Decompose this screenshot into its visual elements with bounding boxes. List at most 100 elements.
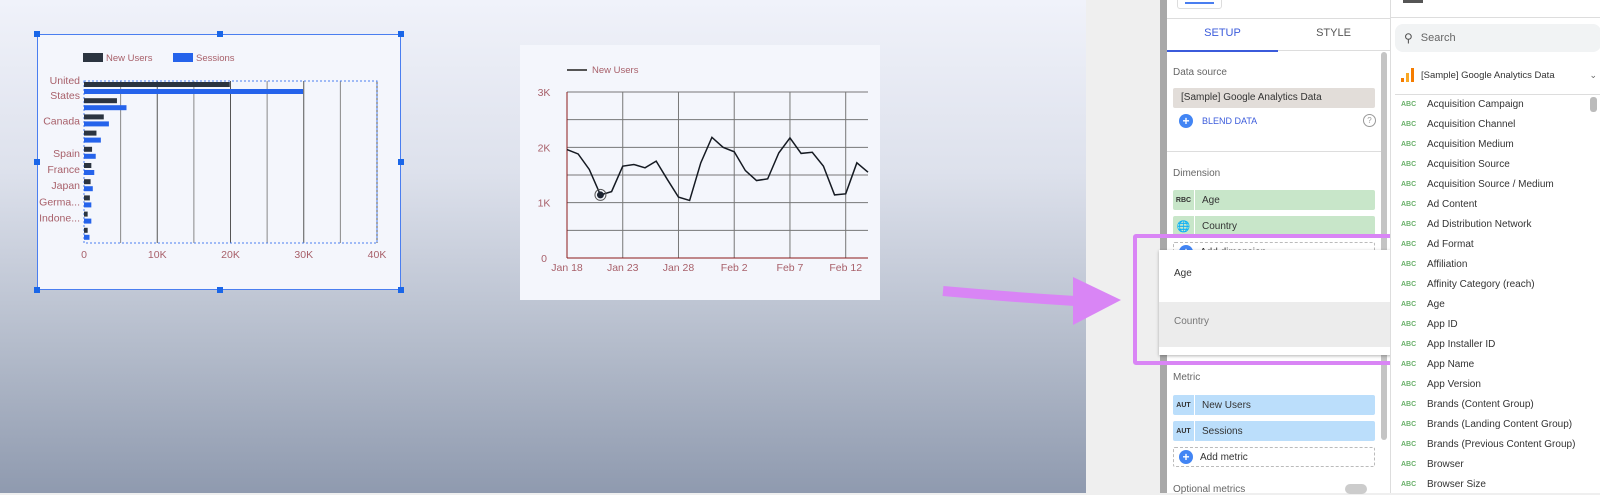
text-type-icon: ABC [1391, 141, 1427, 148]
text-type-icon: ABC [1391, 201, 1427, 208]
search-placeholder: Search [1421, 32, 1456, 44]
auto-type-icon: AUT [1173, 421, 1195, 441]
chip-label: Age [1195, 195, 1220, 206]
help-icon[interactable]: ? [1363, 114, 1376, 127]
field-label: App Installer ID [1427, 339, 1495, 350]
text-type-icon: ABC [1391, 221, 1427, 228]
add-metric-label: Add metric [1193, 452, 1248, 463]
field-label: Acquisition Source [1427, 159, 1510, 170]
tab-indicator [1167, 50, 1278, 52]
blend-data-button[interactable]: + BLEND DATA [1179, 114, 1257, 128]
x-tick-label: Jan 18 [551, 262, 583, 274]
text-type-icon: ABC [1391, 481, 1427, 488]
analytics-icon [1401, 68, 1415, 82]
x-tick-label: Feb 2 [721, 262, 748, 274]
chart-type-button[interactable] [1177, 0, 1222, 9]
data-source-selector[interactable]: [Sample] Google Analytics Data ⌄ [1401, 68, 1600, 82]
field-label: Acquisition Medium [1427, 139, 1514, 150]
highlight-box [1133, 234, 1407, 365]
field-label: Ad Format [1427, 239, 1474, 250]
tab-style[interactable]: STYLE [1278, 27, 1389, 39]
search-icon: ⚲ [1404, 31, 1413, 45]
text-type-icon: ABC [1391, 281, 1427, 288]
data-source-field[interactable]: [Sample] Google Analytics Data [1173, 88, 1375, 108]
field-label: Affiliation [1427, 259, 1467, 270]
y-tick-label: 2K [538, 142, 551, 154]
field-label: Affinity Category (reach) [1427, 279, 1535, 290]
highlighted-point [597, 191, 604, 198]
text-type-icon: ABC [1391, 361, 1427, 368]
globe-icon: 🌐 [1173, 216, 1195, 236]
plus-icon: + [1179, 114, 1193, 128]
source-name: [Sample] Google Analytics Data [1421, 70, 1555, 81]
text-type-icon: ABC [1391, 261, 1427, 268]
text-type-icon: ABC [1391, 401, 1427, 408]
toolbar-icon [1403, 0, 1423, 3]
chip-label: Sessions [1195, 426, 1243, 437]
text-type-icon: ABC [1391, 301, 1427, 308]
text-type-icon: ABC [1391, 341, 1427, 348]
field-label: App ID [1427, 319, 1458, 330]
x-tick-label: Feb 7 [777, 262, 804, 274]
chip-label: Country [1195, 221, 1237, 232]
fields-panel: ⚲ Search [Sample] Google Analytics Data … [1390, 0, 1600, 493]
chip-label: New Users [1195, 400, 1251, 411]
field-label: Brands (Previous Content Group) [1427, 439, 1575, 450]
field-label: Acquisition Source / Medium [1427, 179, 1554, 190]
field-label: App Name [1427, 359, 1474, 370]
expand-collapse-icon[interactable]: ⌄ [1589, 70, 1597, 81]
field-label: Ad Content [1427, 199, 1477, 210]
search-input[interactable]: ⚲ Search [1395, 24, 1600, 52]
text-type-icon: ABC [1391, 181, 1427, 188]
text-type-icon: ABC [1391, 321, 1427, 328]
dimension-chip-country[interactable]: 🌐Country [1173, 216, 1375, 236]
text-type-icon: ABC [1391, 441, 1427, 448]
text-type-icon: ABC [1391, 461, 1427, 468]
text-type-icon: RBC [1173, 190, 1195, 210]
add-metric-button[interactable]: +Add metric [1173, 447, 1375, 467]
fields-scrollbar[interactable] [1590, 97, 1597, 112]
x-tick-label: Jan 23 [607, 262, 639, 274]
field-label: Age [1427, 299, 1445, 310]
text-type-icon: ABC [1391, 161, 1427, 168]
text-type-icon: ABC [1391, 381, 1427, 388]
field-label: Brands (Landing Content Group) [1427, 419, 1572, 430]
auto-type-icon: AUT [1173, 395, 1195, 415]
text-type-icon: ABC [1391, 241, 1427, 248]
text-type-icon: ABC [1391, 421, 1427, 428]
field-label: Acquisition Channel [1427, 119, 1515, 130]
field-label: Brands (Content Group) [1427, 399, 1534, 410]
field-label: App Version [1427, 379, 1481, 390]
metric-label: Metric [1173, 372, 1200, 383]
tab-setup[interactable]: SETUP [1167, 27, 1278, 39]
field-label: Ad Distribution Network [1427, 219, 1531, 230]
blend-data-label: BLEND DATA [1202, 116, 1257, 126]
text-type-icon: ABC [1391, 121, 1427, 128]
text-type-icon: ABC [1391, 101, 1427, 108]
